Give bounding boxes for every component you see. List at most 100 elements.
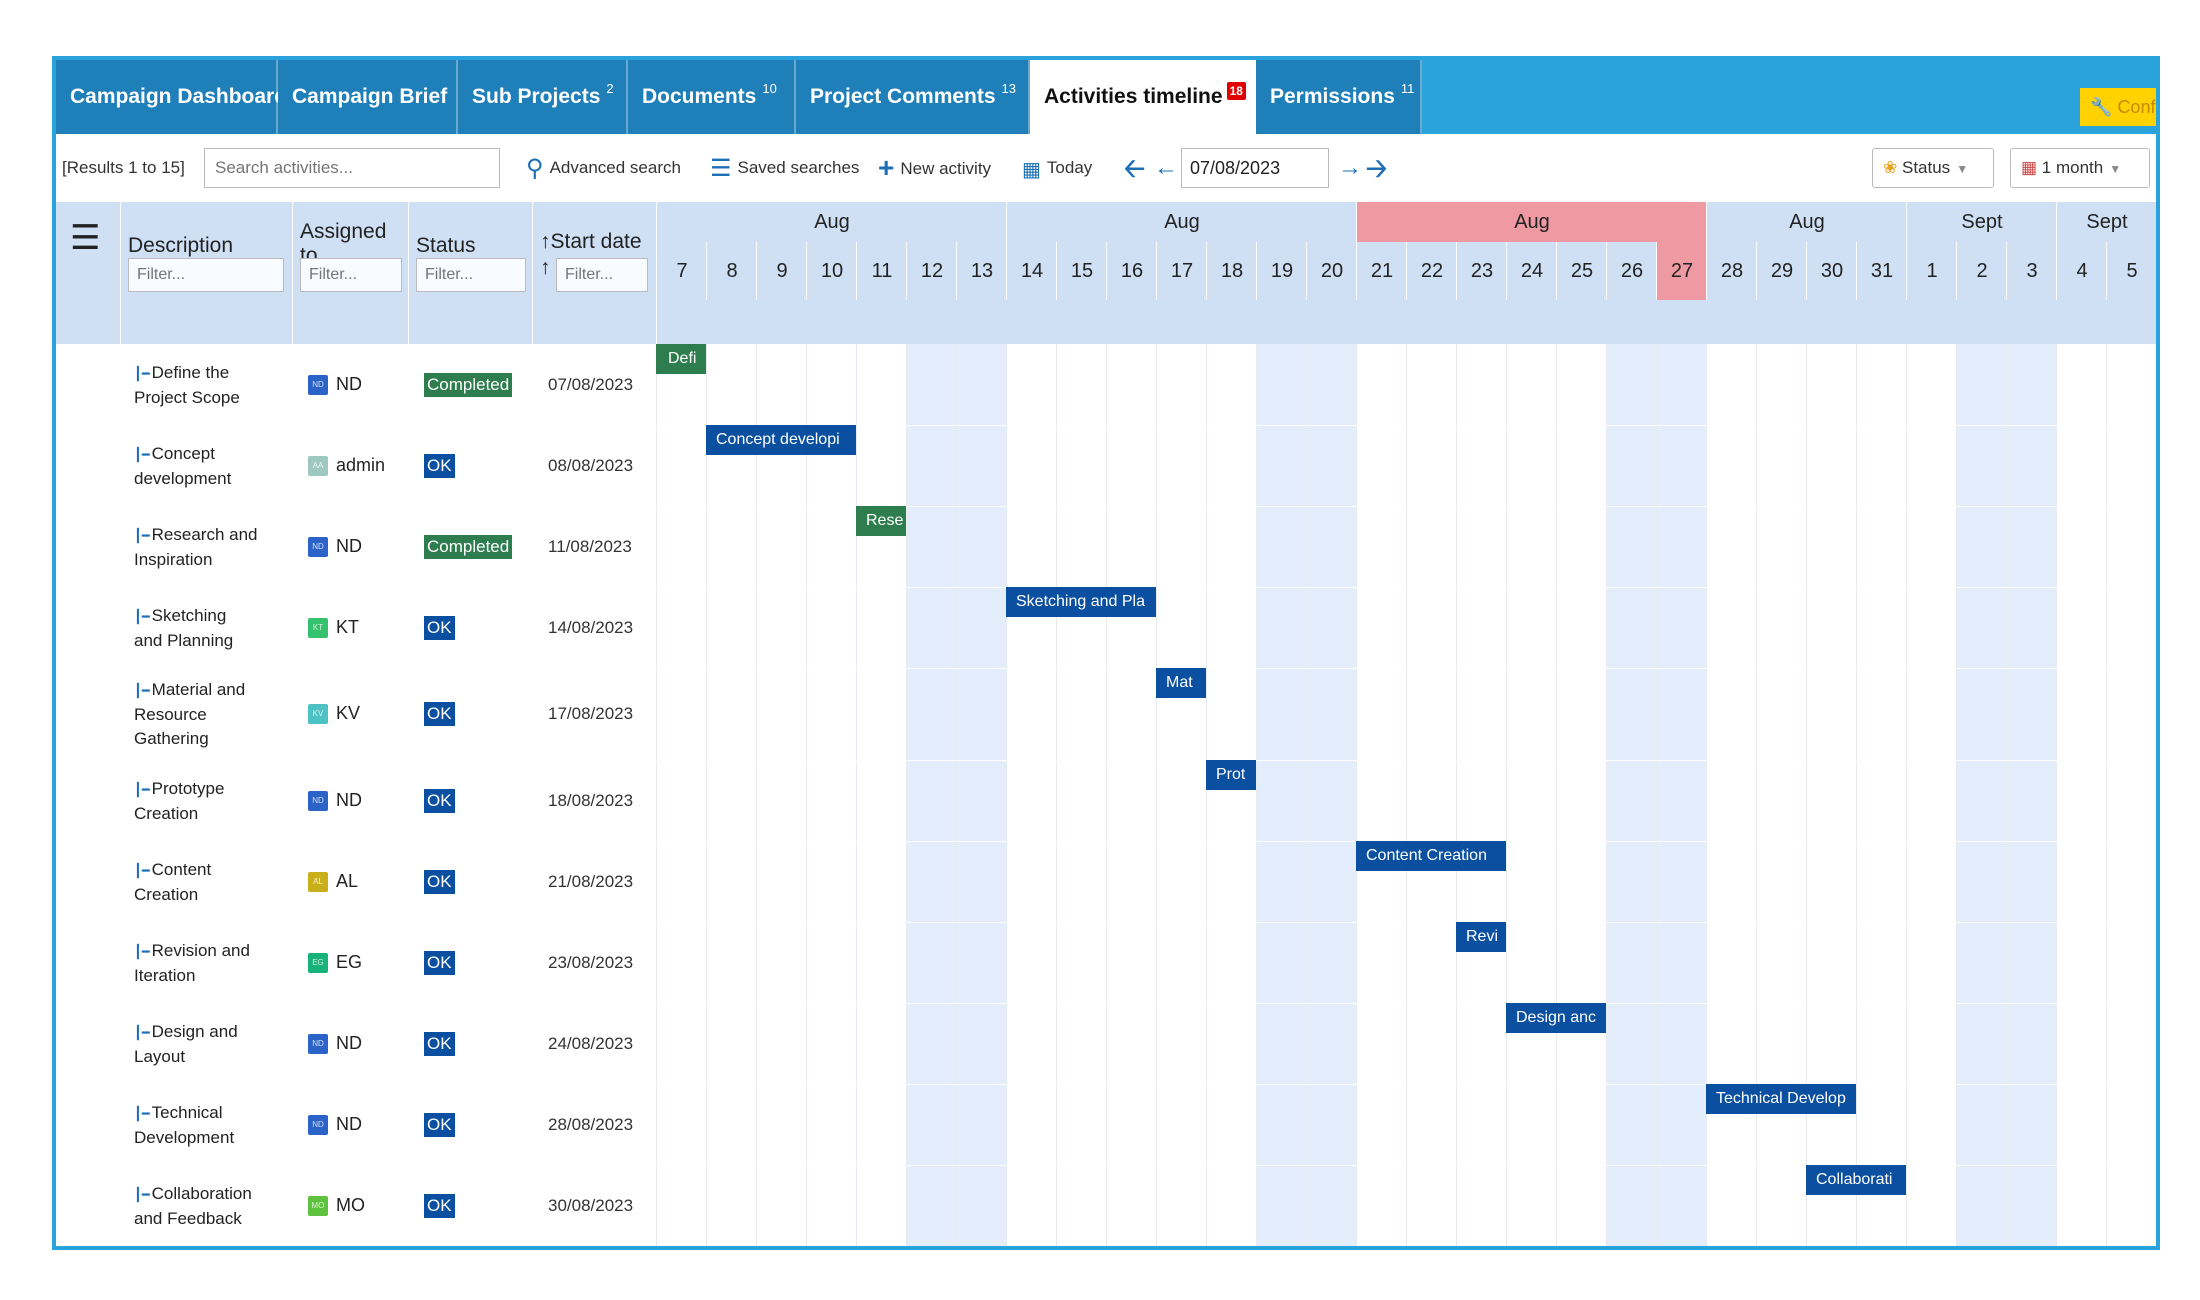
- month-label: Aug: [1706, 202, 1907, 242]
- activity-description[interactable]: ┃━ Prototype Creation: [134, 777, 284, 826]
- start-date-filter[interactable]: [556, 258, 648, 292]
- activity-description[interactable]: ┃━ Design and Layout: [134, 1020, 284, 1069]
- status-header[interactable]: Status: [416, 234, 476, 257]
- gantt-bar[interactable]: Prot: [1206, 760, 1256, 790]
- gantt-bar[interactable]: Mat: [1156, 668, 1206, 698]
- tab-documents[interactable]: Documents 10: [628, 60, 796, 134]
- tab-count: 11: [1400, 81, 1415, 96]
- avatar: ND: [308, 1033, 328, 1054]
- table-row[interactable]: ┃━ Revision and Iteration EG EG OK 23/08/2023 R…: [56, 922, 2156, 1003]
- status-dropdown[interactable]: ❀ Status ▼: [1872, 148, 1994, 188]
- prev-day-icon[interactable]: ←: [1154, 154, 1178, 181]
- tab-project-comments[interactable]: Project Comments 13: [796, 60, 1030, 134]
- row-divider: [656, 1165, 2156, 1166]
- table-row[interactable]: ┃━ Content Creation AL AL OK 21/08/2023 Content…: [56, 841, 2156, 922]
- activity-description[interactable]: ┃━ Technical Development: [134, 1101, 284, 1150]
- start-date: 28/08/2023: [548, 1114, 634, 1134]
- description-line: Concept: [151, 443, 215, 463]
- table-row[interactable]: ┃━ Prototype Creation ND ND OK 18/08/2023 Prot: [56, 760, 2156, 841]
- table-row[interactable]: ┃━ Material and Resource Gathering KV KV OK 17/…: [56, 668, 2156, 760]
- gantt-bar[interactable]: Collaborati: [1806, 1165, 1906, 1195]
- tab-permissions[interactable]: Permissions 11: [1256, 60, 1422, 134]
- gantt-bar[interactable]: Technical Develop: [1706, 1084, 1856, 1114]
- table-row[interactable]: ┃━ Design and Layout ND ND OK 24/08/2023 Design…: [56, 1003, 2156, 1084]
- app-frame: Campaign Dashboard Campaign Brief Sub Pr…: [52, 56, 2160, 1250]
- date-input[interactable]: [1181, 148, 1329, 188]
- description-line: Inspiration: [134, 549, 213, 569]
- description-line: Iteration: [134, 965, 196, 985]
- table-row[interactable]: ┃━ Sketching and Planning KT KT OK 14/08/2023 S…: [56, 587, 2156, 668]
- toolbar: [Results 1 to 15] ⚲ Advanced search ☰ Save…: [56, 134, 2156, 202]
- gantt-bar[interactable]: Concept developi: [706, 425, 856, 455]
- avatar: ND: [308, 536, 328, 557]
- gantt-bar[interactable]: Defi: [656, 344, 706, 374]
- month-label: Sept: [1906, 202, 2057, 242]
- avatar: EG: [308, 952, 328, 973]
- day-label: 3: [2006, 242, 2057, 300]
- description-line: Material and: [151, 680, 246, 699]
- activity-description[interactable]: ┃━ Sketching and Planning: [134, 604, 284, 653]
- row-divider: [656, 668, 2156, 669]
- activity-icon: ┃━: [134, 862, 150, 878]
- gantt-grid: [656, 344, 2156, 1246]
- new-activity-button[interactable]: + New activity: [878, 134, 991, 202]
- activity-description[interactable]: ┃━ Material and Resource Gathering: [134, 678, 284, 751]
- gantt-bar[interactable]: Revi: [1456, 922, 1506, 952]
- tab-campaign-dashboard[interactable]: Campaign Dashboard: [56, 60, 287, 134]
- day-label: 28: [1706, 242, 1757, 300]
- table-row[interactable]: ┃━ Concept development AA admin OK 08/08/2023 C…: [56, 425, 2156, 506]
- assigned-filter[interactable]: [300, 258, 402, 292]
- today-button[interactable]: ▦ Today: [1022, 134, 1092, 202]
- description-line: Define the: [151, 362, 230, 382]
- status-filter[interactable]: [416, 258, 526, 292]
- table-row[interactable]: ┃━ Research and Inspiration ND ND Completed 11…: [56, 506, 2156, 587]
- activity-description[interactable]: ┃━ Content Creation: [134, 858, 284, 907]
- gantt-bar[interactable]: Sketching and Pla: [1006, 587, 1156, 617]
- next-month-icon[interactable]: 🡢: [1366, 153, 1388, 183]
- day-gridline: [1156, 344, 1157, 1246]
- day-gridline: [2006, 344, 2007, 1246]
- day-label: 19: [1256, 242, 1307, 300]
- tab-activities-timeline[interactable]: Activities timeline 18: [1030, 60, 1256, 134]
- activity-description[interactable]: ┃━ Revision and Iteration: [134, 939, 284, 988]
- status-badge: OK: [424, 702, 455, 726]
- row-divider: [656, 506, 2156, 507]
- status-badge: OK: [424, 615, 455, 640]
- menu-icon[interactable]: ☰: [70, 219, 101, 257]
- day-gridline: [2056, 344, 2057, 1246]
- advanced-search-button[interactable]: ⚲ Advanced search: [526, 134, 681, 202]
- plus-icon: +: [878, 152, 895, 183]
- tab-campaign-brief[interactable]: Campaign Brief: [278, 60, 458, 134]
- activity-description[interactable]: ┃━ Research and Inspiration: [134, 523, 284, 572]
- saved-searches-button[interactable]: ☰ Saved searches: [710, 134, 859, 202]
- day-gridline: [1456, 344, 1457, 1246]
- gantt-bar[interactable]: Rese: [856, 506, 906, 536]
- table-row[interactable]: ┃━ Collaboration and Feedback MO MO OK 30/08/2…: [56, 1165, 2156, 1246]
- description-line: Layout: [134, 1046, 186, 1066]
- activity-description[interactable]: ┃━ Collaboration and Feedback: [134, 1182, 284, 1231]
- activity-description[interactable]: ┃━ Concept development: [134, 442, 284, 491]
- tab-label: Campaign Brief: [292, 85, 448, 108]
- table-row[interactable]: ┃━ Technical Development ND ND OK 28/08/2023 Te…: [56, 1084, 2156, 1165]
- sort-up-icon[interactable]: ↑: [540, 256, 551, 279]
- prev-month-icon[interactable]: 🡠: [1124, 153, 1146, 183]
- gantt-bar[interactable]: Design anc: [1506, 1003, 1606, 1033]
- table-row[interactable]: ┃━ Define the Project Scope ND ND Completed 07…: [56, 344, 2156, 425]
- description-filter[interactable]: [128, 258, 284, 292]
- description-header[interactable]: Description: [128, 234, 234, 257]
- status-badge: OK: [424, 950, 455, 975]
- search-input[interactable]: [204, 148, 500, 188]
- day-label: 23: [1456, 242, 1507, 300]
- config-button[interactable]: 🔧 Confi: [2080, 88, 2156, 126]
- activity-icon: ┃━: [134, 943, 150, 959]
- gantt-bar[interactable]: Content Creation: [1356, 841, 1506, 871]
- start-date: 11/08/2023: [548, 536, 632, 556]
- day-gridline: [1106, 344, 1107, 1246]
- color-wheel-icon: ❀: [1883, 158, 1898, 177]
- start-date-header[interactable]: ↑Start date: [540, 230, 642, 254]
- tab-sub-projects[interactable]: Sub Projects 2: [458, 60, 628, 134]
- range-dropdown[interactable]: ▦ 1 month ▼: [2010, 148, 2150, 188]
- activity-description[interactable]: ┃━ Define the Project Scope: [134, 361, 284, 410]
- avatar: KT: [308, 617, 328, 638]
- next-day-icon[interactable]: →: [1338, 154, 1362, 181]
